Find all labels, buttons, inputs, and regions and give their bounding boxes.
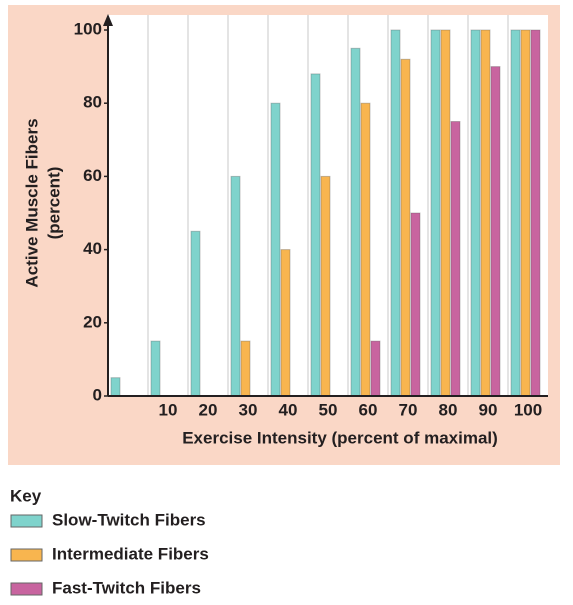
bar: [350, 47, 361, 397]
bar: [320, 175, 331, 397]
y-axis-arrow: [103, 14, 113, 26]
y-tick-label: 40: [83, 239, 102, 258]
bar: [360, 102, 371, 397]
bar: [270, 102, 281, 397]
legend-swatch: [10, 514, 43, 528]
y-axis-label: Active Muscle Fibers: [22, 118, 41, 287]
x-tick-label: 20: [199, 400, 218, 419]
y-tick-label: 100: [74, 19, 102, 38]
bar: [110, 377, 121, 397]
x-tick-label: 30: [239, 400, 258, 419]
bar: [400, 58, 411, 397]
bar: [520, 29, 531, 397]
x-tick-label: 10: [159, 400, 178, 419]
y-axis-label: (percent): [44, 167, 63, 240]
legend-label: Fast-Twitch Fibers: [52, 578, 201, 597]
bar: [230, 175, 241, 397]
bar: [510, 29, 521, 397]
bar: [440, 29, 451, 397]
bar: [280, 249, 291, 397]
bar: [480, 29, 491, 397]
bar: [370, 340, 381, 397]
x-axis-label: Exercise Intensity (percent of maximal): [182, 428, 498, 447]
x-tick-label: 70: [399, 400, 418, 419]
x-tick-label: 40: [279, 400, 298, 419]
y-tick-label: 60: [83, 166, 102, 185]
bar: [310, 73, 321, 397]
bar: [150, 340, 161, 397]
y-tick-label: 20: [83, 312, 102, 331]
x-tick-label: 100: [514, 400, 542, 419]
bar: [410, 212, 421, 397]
legend-label: Slow-Twitch Fibers: [52, 510, 206, 529]
bar: [450, 121, 461, 397]
legend-swatch: [10, 582, 43, 596]
bar: [530, 29, 541, 397]
x-tick-label: 80: [439, 400, 458, 419]
bar: [430, 29, 441, 397]
bar: [470, 29, 481, 397]
legend-swatch: [10, 548, 43, 562]
y-tick-label: 0: [93, 385, 102, 404]
bar: [490, 66, 501, 397]
x-tick-label: 60: [359, 400, 378, 419]
legend-label: Intermediate Fibers: [52, 544, 209, 563]
bar: [390, 29, 401, 397]
bar: [190, 230, 201, 397]
y-tick-label: 80: [83, 93, 102, 112]
legend-title: Key: [10, 486, 42, 505]
x-tick-label: 50: [319, 400, 338, 419]
x-tick-label: 90: [479, 400, 498, 419]
bar: [240, 340, 251, 397]
